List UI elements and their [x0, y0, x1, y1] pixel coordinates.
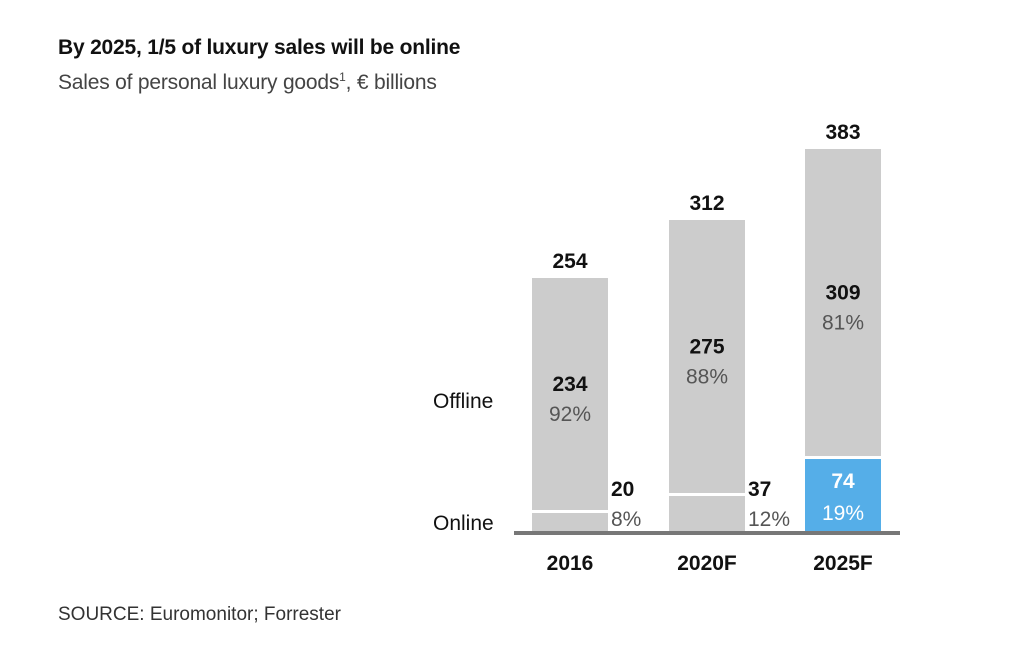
- bar-offline-2016: [532, 278, 608, 510]
- bar-offline-2025F: [805, 149, 881, 456]
- online-value-2025F: 74: [831, 470, 855, 493]
- bar-offline-2020F: [669, 220, 745, 493]
- offline-value-2025F: 309: [825, 282, 860, 305]
- online-percent-2020F: 12%: [748, 508, 790, 531]
- chart-subtitle: Sales of personal luxury goods1, € billi…: [58, 70, 437, 95]
- category-label-2025F: 2025F: [813, 552, 873, 575]
- row-label-offline: Offline: [433, 390, 493, 413]
- category-label-2016: 2016: [547, 552, 594, 575]
- offline-percent-2025F: 81%: [822, 312, 864, 335]
- offline-value-2016: 234: [552, 373, 587, 396]
- row-label-online: Online: [433, 512, 494, 535]
- offline-percent-2020F: 88%: [686, 366, 728, 389]
- stacked-bar-chart: 254 234 92% 20 8% 2016 312 275 88% 37 12% 2020F 383 3…: [433, 121, 900, 575]
- bars-group: 254 234 92% 20 8% 2016 312 275 88% 37 12% 2020F 383 3…: [514, 121, 900, 575]
- chart-title: By 2025, 1/5 of luxury sales will be onl…: [58, 36, 461, 59]
- footnote-marker: 1: [339, 70, 346, 84]
- total-label-2020F: 312: [689, 192, 724, 215]
- bar-online-2020F: [669, 496, 745, 532]
- online-percent-2016: 8%: [611, 508, 641, 531]
- bar-online-2016: [532, 513, 608, 532]
- subtitle-text: Sales of personal luxury goods: [58, 71, 340, 94]
- subtitle-units: , € billions: [345, 71, 437, 94]
- offline-value-2020F: 275: [689, 336, 724, 359]
- online-value-2020F: 37: [748, 478, 771, 501]
- offline-percent-2016: 92%: [549, 403, 591, 426]
- online-percent-2025F: 19%: [822, 502, 864, 525]
- source-note: SOURCE: Euromonitor; Forrester: [58, 604, 341, 625]
- bar-online-2025F: [805, 459, 881, 532]
- category-label-2020F: 2020F: [677, 552, 737, 575]
- total-label-2016: 254: [552, 250, 587, 273]
- total-label-2025F: 383: [825, 121, 860, 144]
- online-value-2016: 20: [611, 478, 634, 501]
